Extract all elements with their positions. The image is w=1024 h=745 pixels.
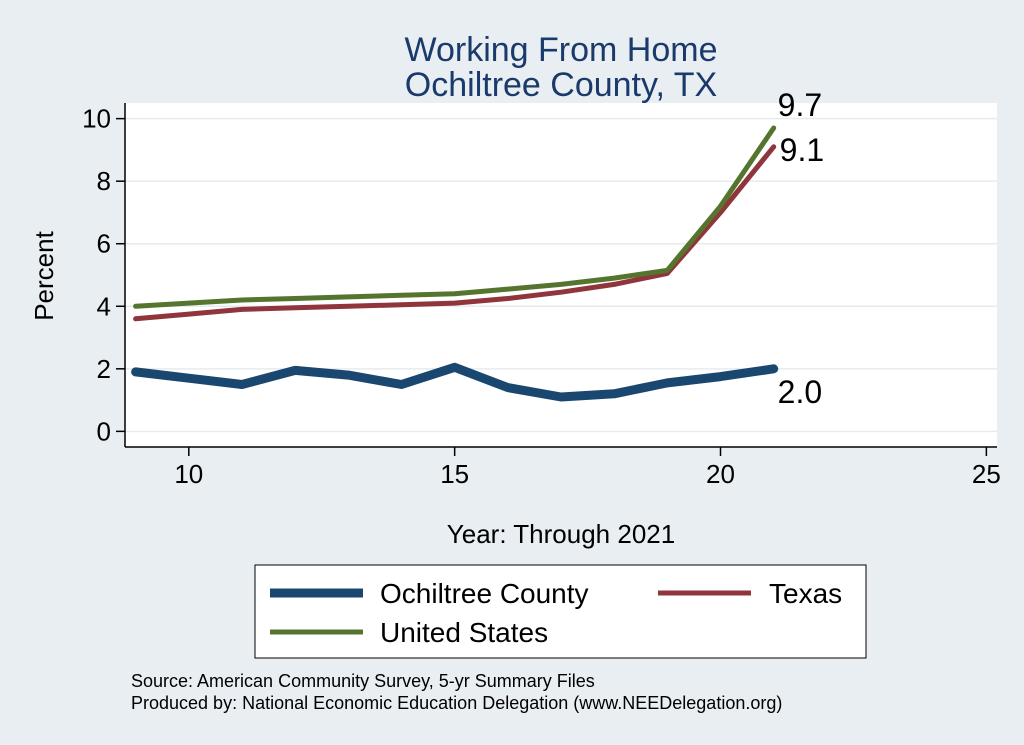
- y-tick-label: 6: [97, 229, 111, 259]
- legend: Ochiltree County Texas United States: [254, 564, 867, 659]
- series-layer: [131, 125, 779, 402]
- legend-label-ochiltree: Ochiltree County: [380, 578, 589, 609]
- y-tick-label: 8: [97, 166, 111, 196]
- x-tick-label: 10: [174, 459, 203, 489]
- x-tick-label: 25: [972, 459, 1001, 489]
- x-axis-title: Year: Through 2021: [447, 519, 675, 549]
- chart-subtitle: Ochiltree County, TX: [405, 66, 717, 104]
- x-tick-label: 20: [706, 459, 735, 489]
- y-axis-title: Percent: [29, 230, 59, 320]
- producer-note: Produced by: National Economic Education…: [131, 693, 782, 713]
- end-labels: 2.0 9.1 9.7: [778, 87, 824, 410]
- legend-box: [254, 564, 867, 659]
- y-tick-label: 10: [82, 104, 111, 134]
- chart-title: Working From Home: [405, 31, 718, 69]
- y-tick-label: 2: [97, 354, 111, 384]
- y-tick-label: 0: [97, 416, 111, 446]
- series-line-2: [133, 125, 777, 309]
- axes: 0 2 4 6 8 10 10 15 20 25: [82, 103, 1001, 489]
- y-tick-label: 4: [97, 291, 111, 321]
- plot-area: [125, 103, 997, 447]
- series-end-label: 9.7: [778, 87, 822, 123]
- source-note: Source: American Community Survey, 5-yr …: [131, 671, 595, 691]
- series-end-label: 9.1: [780, 132, 824, 168]
- legend-label-us: United States: [380, 617, 548, 648]
- series-line-1: [133, 144, 777, 322]
- series-line-0: [131, 362, 779, 402]
- legend-label-texas: Texas: [769, 578, 842, 609]
- x-tick-label: 15: [440, 459, 469, 489]
- series-end-label: 2.0: [778, 374, 822, 410]
